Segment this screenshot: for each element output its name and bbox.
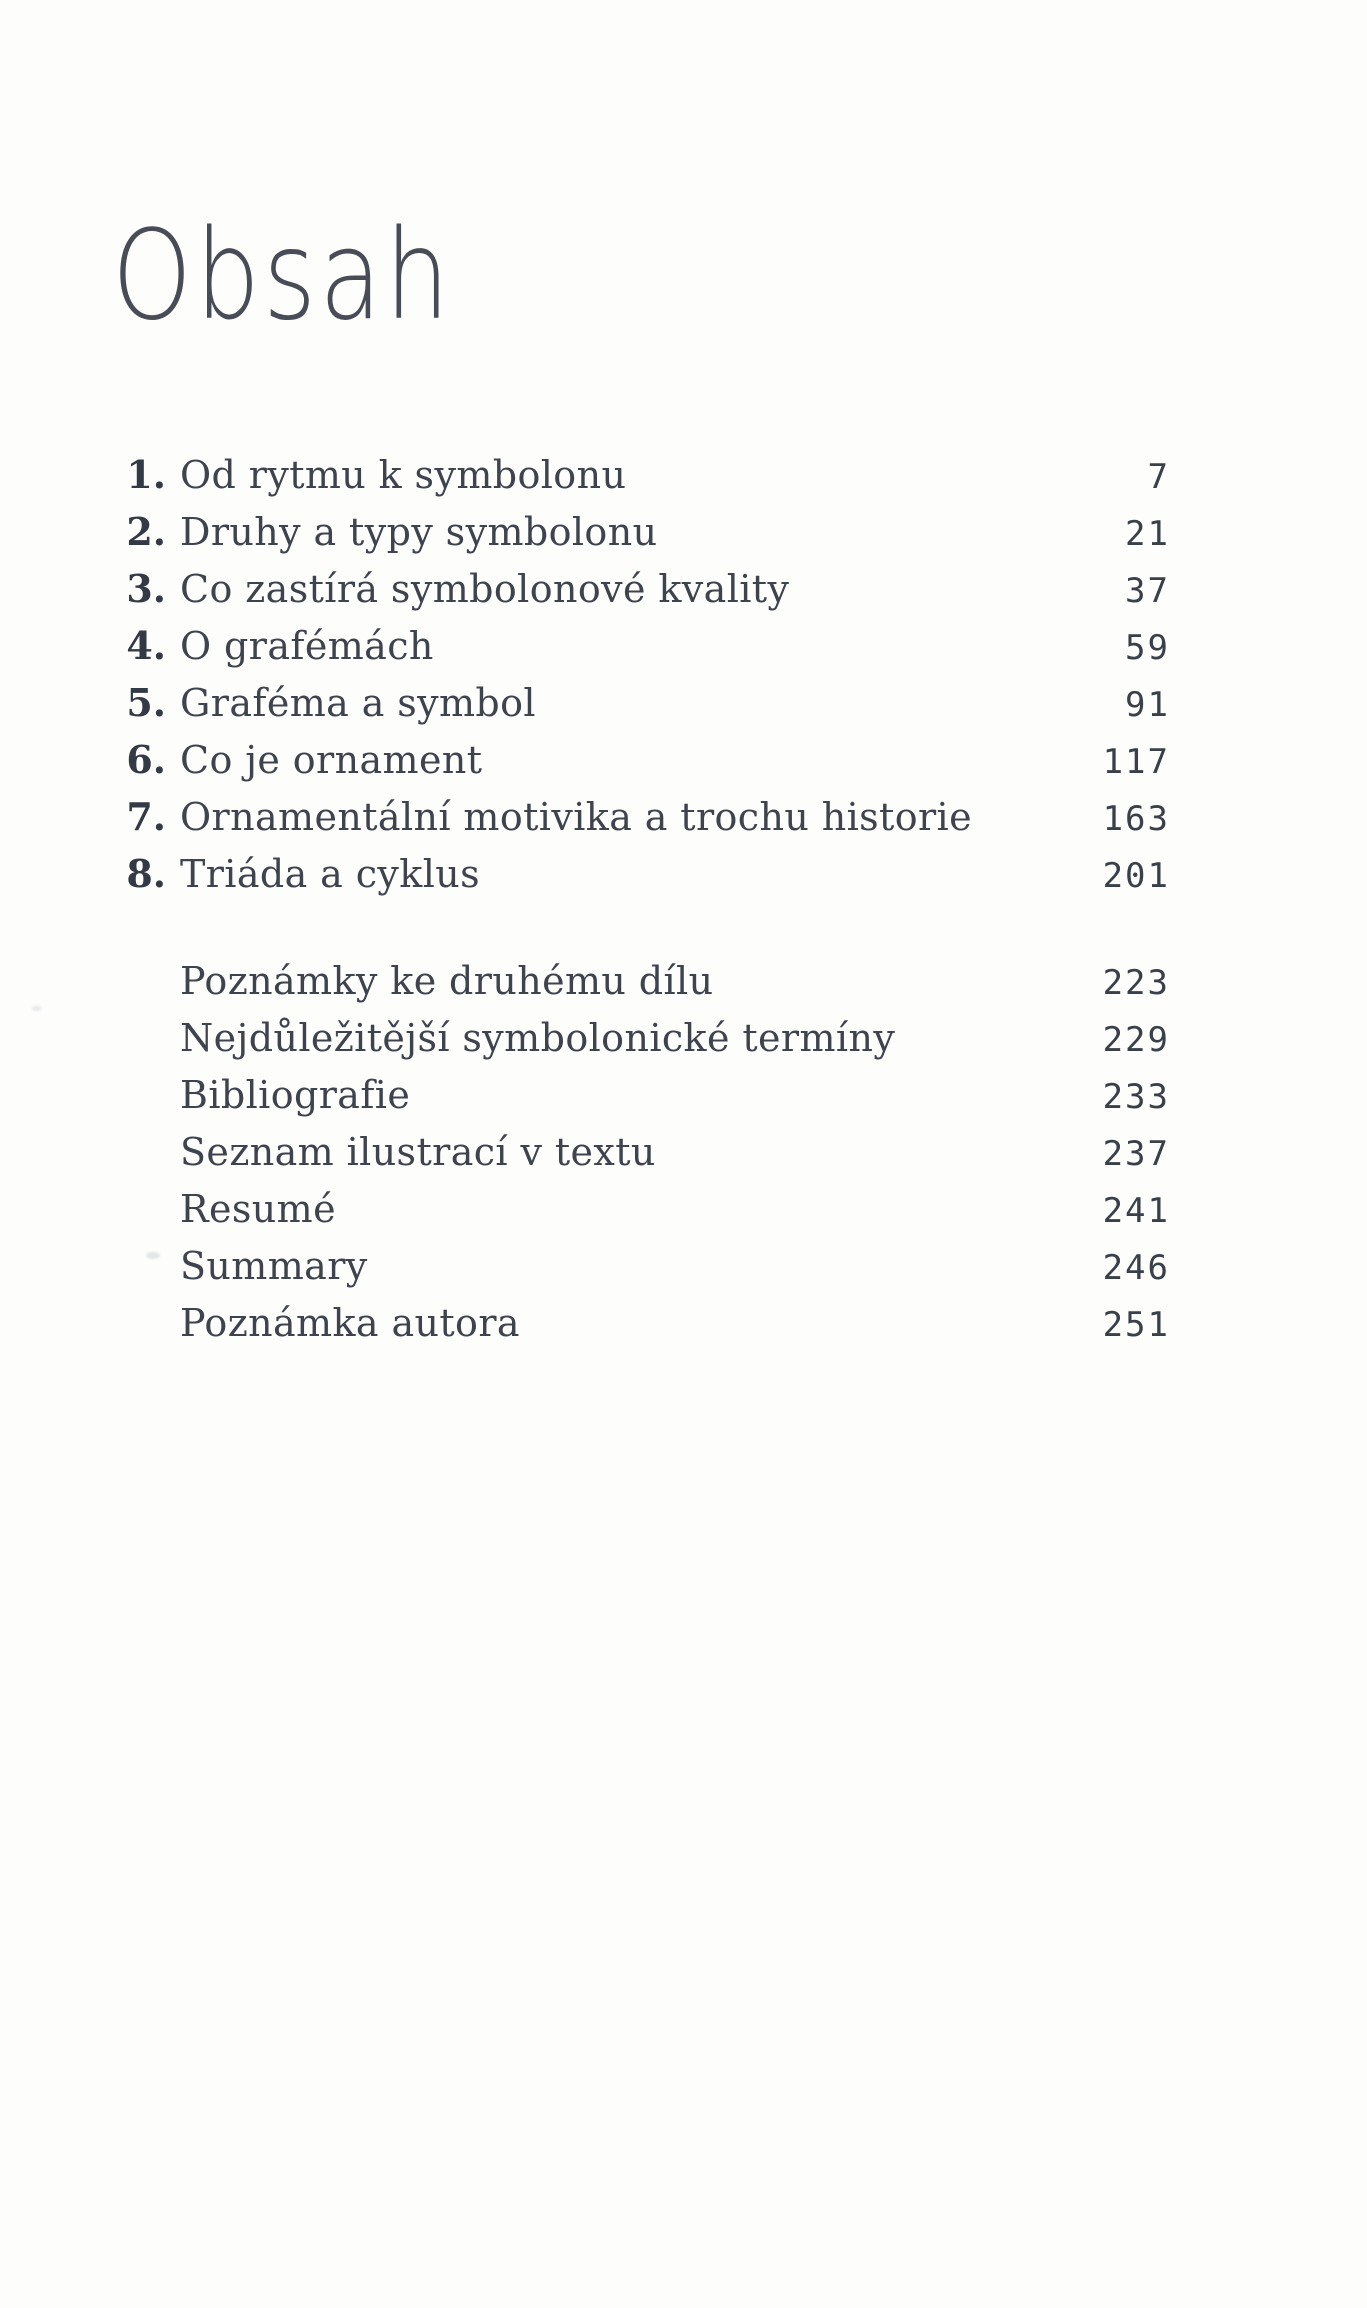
entry-title: Ornamentální motivika a trochu historie <box>180 795 972 839</box>
entry-page-number: 91 <box>1125 685 1170 725</box>
entry-title: Druhy a typy symbolonu <box>180 510 658 554</box>
scan-artifact-speck <box>146 1252 160 1259</box>
toc-row: 6. Co je ornament 117 <box>110 731 1168 788</box>
toc-row: 8. Triáda a cyklus 201 <box>110 845 1168 902</box>
toc-row: Bibliografie 233 <box>110 1067 1168 1124</box>
entry-page-number: 233 <box>1102 1077 1170 1117</box>
chapter-number: 4. <box>126 623 166 668</box>
entry-title: Poznámka autora <box>180 1301 520 1345</box>
chapter-number: 8. <box>126 851 166 896</box>
entry-page-number: 37 <box>1125 571 1170 611</box>
entry-page-number: 7 <box>1147 457 1170 497</box>
chapter-number: 1. <box>126 452 166 497</box>
entry-page-number: 229 <box>1102 1020 1170 1060</box>
entry-page-number: 251 <box>1102 1305 1170 1345</box>
scan-artifact-speck <box>32 1006 41 1011</box>
entry-title: Od rytmu k symbolonu <box>180 453 627 497</box>
toc-row: Nejdůležitější symbolonické termíny 229 <box>110 1010 1168 1067</box>
entry-title: Graféma a symbol <box>180 681 536 725</box>
toc-row: Poznámky ke druhému dílu 223 <box>110 953 1168 1010</box>
entry-page-number: 237 <box>1102 1134 1170 1174</box>
entry-page-number: 246 <box>1102 1248 1170 1288</box>
toc-row: Summary 246 <box>110 1238 1168 1295</box>
chapter-number: 7. <box>126 794 166 839</box>
entry-page-number: 223 <box>1102 963 1170 1003</box>
toc-row: 4. O grafémách 59 <box>110 617 1168 674</box>
entry-page-number: 59 <box>1125 628 1170 668</box>
chapter-number: 2. <box>126 509 166 554</box>
toc-row: 5. Graféma a symbol 91 <box>110 674 1168 731</box>
chapter-number: 5. <box>126 680 166 725</box>
entry-title: Triáda a cyklus <box>180 852 481 896</box>
entry-page-number: 163 <box>1102 799 1170 839</box>
entry-page-number: 21 <box>1125 514 1170 554</box>
entry-page-number: 201 <box>1102 856 1170 896</box>
toc-row: Resumé 241 <box>110 1181 1168 1238</box>
page-title: Obsah <box>112 204 453 349</box>
chapter-list: 1. Od rytmu k symbolonu 7 2. Druhy a typy sy… <box>110 446 1168 902</box>
entry-page-number: 117 <box>1102 742 1170 782</box>
entry-title: Nejdůležitější symbolonické termíny <box>180 1016 896 1060</box>
toc-row: 2. Druhy a typy symbolonu 21 <box>110 503 1168 560</box>
entry-title: Resumé <box>180 1187 336 1231</box>
entry-title: Poznámky ke druhému dílu <box>180 959 714 1003</box>
entry-title: Co je ornament <box>180 738 483 782</box>
entry-title: Seznam ilustrací v textu <box>180 1130 656 1174</box>
entry-title: O grafémách <box>180 624 434 668</box>
toc-row: 1. Od rytmu k symbolonu 7 <box>110 446 1168 503</box>
entry-page-number: 241 <box>1102 1191 1170 1231</box>
toc-row: Poznámka autora 251 <box>110 1295 1168 1352</box>
toc-row: Seznam ilustrací v textu 237 <box>110 1124 1168 1181</box>
entry-title: Bibliografie <box>180 1073 411 1117</box>
chapter-number: 6. <box>126 737 166 782</box>
toc-row: 7. Ornamentální motivika a trochu histori… <box>110 788 1168 845</box>
entry-title: Co zastírá symbolonové kvality <box>180 567 790 611</box>
section-list: Poznámky ke druhému dílu 223 Nejdůležitějš… <box>110 953 1168 1352</box>
toc-row: 3. Co zastírá symbolonové kvality 37 <box>110 560 1168 617</box>
chapter-number: 3. <box>126 566 166 611</box>
entry-title: Summary <box>180 1244 368 1288</box>
